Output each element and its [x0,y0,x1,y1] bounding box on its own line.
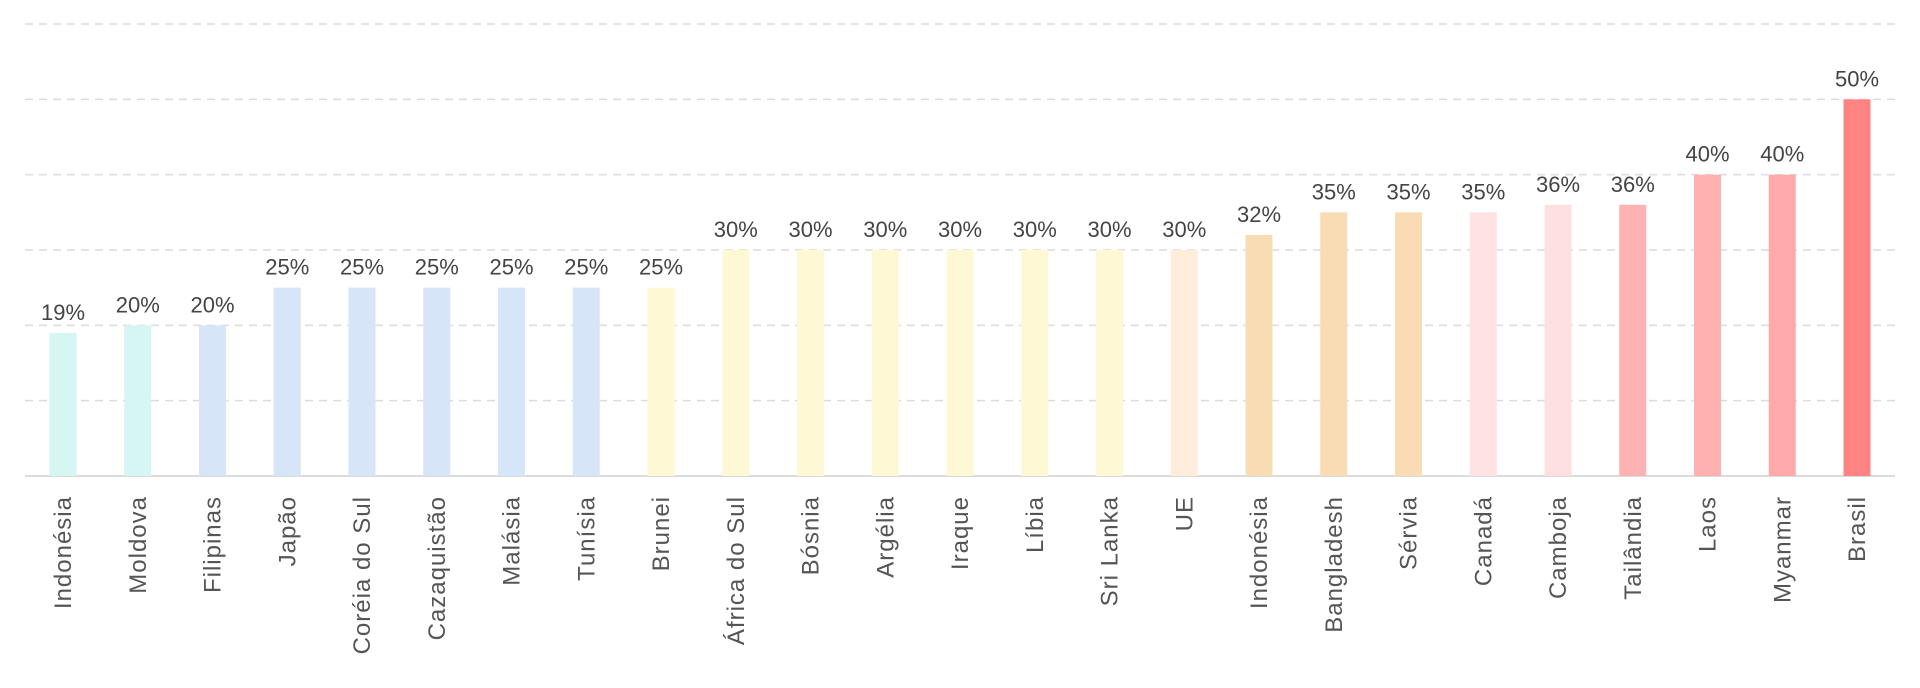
category-label-9: Brunei [648,496,675,571]
category-label-19: Sérvia [1396,496,1423,570]
value-label-7: 25% [489,255,533,280]
bar-25 [1843,99,1871,476]
value-label-24: 40% [1760,142,1804,167]
value-label-3: 20% [190,292,234,317]
value-labels: 19% 20% 20% 25% 25% 25% 25% 25% 25% 30% 30% 30% 30% 3… [41,66,1879,325]
bar-22 [1619,204,1647,477]
category-label-14: Líbia [1022,496,1049,553]
gridlines [25,23,1895,477]
bar-14 [1021,250,1049,476]
value-label-15: 30% [1087,217,1131,242]
value-label-2: 20% [116,292,160,317]
bar-20 [1469,212,1497,477]
category-labels: Indonésia Moldova Filipinas Japão Coréia do … [50,496,1871,654]
category-label-25: Brasil [1844,496,1871,562]
category-label-1: Indonésia [50,496,77,609]
value-label-17: 32% [1237,202,1281,227]
bar-16 [1170,250,1198,476]
value-label-23: 40% [1685,142,1729,167]
value-label-6: 25% [415,255,459,280]
category-label-11: Bósnia [798,496,825,575]
value-label-18: 35% [1312,179,1356,204]
category-label-13: Iraque [947,496,974,570]
value-label-12: 30% [863,217,907,242]
category-label-5: Coréia do Sul [349,496,376,654]
category-label-3: Filipinas [200,496,227,593]
bar-24 [1768,174,1796,476]
value-label-25: 50% [1835,66,1879,91]
bar-19 [1395,212,1422,477]
bar-3 [199,325,226,476]
value-label-4: 25% [265,255,309,280]
bar-1 [49,332,77,476]
category-label-10: África do Sul [723,496,750,645]
value-label-20: 35% [1461,179,1505,204]
category-label-20: Canadá [1470,496,1497,586]
bar-9 [647,287,675,476]
category-label-23: Laos [1695,496,1722,552]
bar-21 [1544,204,1572,477]
value-label-9: 25% [639,255,683,280]
value-label-13: 30% [938,217,982,242]
category-label-6: Cazaquistão [424,496,451,640]
category-label-22: Tailândia [1620,496,1647,600]
value-label-8: 25% [564,255,608,280]
value-label-16: 30% [1162,217,1206,242]
bar-6 [423,287,451,476]
category-label-4: Japão [274,496,301,566]
bar-23 [1694,174,1721,476]
bar-7 [498,287,525,476]
category-label-8: Tunísia [573,496,600,581]
bar-11 [797,250,824,476]
value-label-10: 30% [714,217,758,242]
category-label-15: Sri Lanka [1097,496,1124,606]
bar-15 [1096,250,1123,476]
category-label-17: Indonésia [1246,496,1273,609]
category-label-12: Argélia [872,496,899,578]
bars [49,99,1871,477]
bar-18 [1320,212,1348,477]
bar-10 [722,250,750,476]
bar-8 [572,287,600,476]
value-label-22: 36% [1611,172,1655,197]
bar-17 [1245,234,1273,476]
bar-2 [124,325,152,476]
category-label-18: Bangladesh [1321,496,1348,633]
category-label-2: Moldova [125,496,152,594]
value-label-11: 30% [788,217,832,242]
category-label-21: Camboja [1545,496,1572,599]
value-label-19: 35% [1386,179,1430,204]
bar-4 [273,287,301,476]
category-label-24: Myanmar [1769,496,1796,603]
bar-5 [348,287,376,476]
value-label-14: 30% [1013,217,1057,242]
category-label-7: Malásia [499,496,526,586]
value-label-1: 19% [41,300,85,325]
value-label-5: 25% [340,255,384,280]
value-label-21: 36% [1536,172,1580,197]
bar-12 [871,250,899,476]
category-label-16: UE [1171,496,1198,531]
bar-13 [946,250,974,476]
